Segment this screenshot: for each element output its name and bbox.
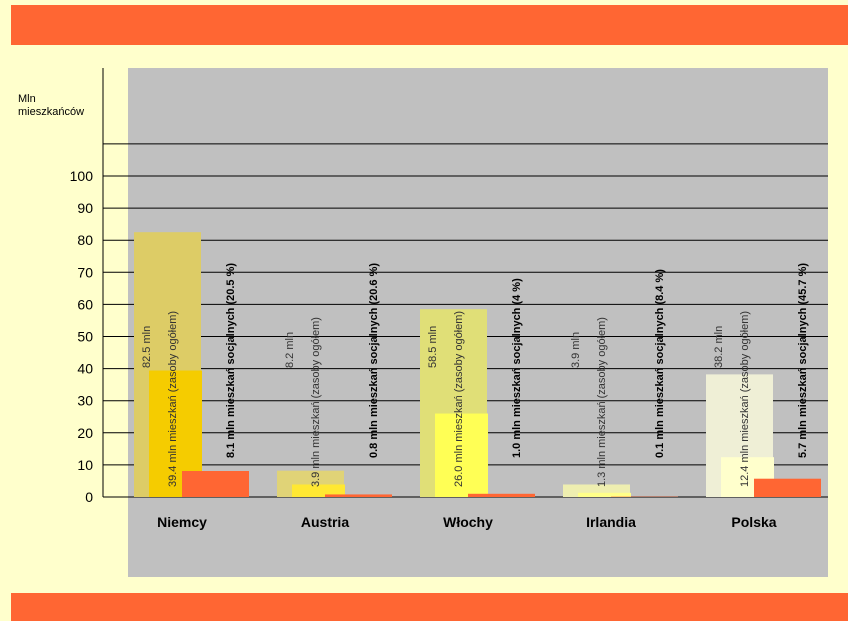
y-tick-label: 100: [70, 168, 94, 184]
bar-social-austria: [325, 494, 392, 497]
y-axis-unit-label: Mln mieszkańców: [18, 93, 85, 118]
category-label: Włochy: [443, 514, 493, 530]
data-label-social: 0.1 mln mieszkań socjalnych (8.4 %): [654, 269, 666, 458]
data-label-total: 58.5 mln: [427, 326, 439, 368]
data-label-social: 5.7 mln mieszkań socjalnych (45.7 %): [797, 263, 809, 458]
y-tick-label: 80: [77, 232, 93, 248]
y-tick-label: 40: [77, 361, 93, 377]
data-label-social: 8.1 mln mieszkań socjalnych (20.5 %): [225, 263, 237, 458]
y-tick-label: 20: [77, 425, 93, 441]
bar-dwellings-włochy: [435, 413, 488, 497]
data-label-dwellings: 39.4 mln mieszkań (zasoby ogółem): [167, 311, 179, 487]
bar-social-niemcy: [182, 470, 249, 497]
category-label: Irlandia: [586, 514, 636, 530]
category-label: Polska: [731, 514, 776, 530]
data-label-dwellings: 12.4 mln mieszkań (zasoby ogółem): [739, 311, 751, 487]
y-tick-label: 90: [77, 200, 93, 216]
top-band: [11, 5, 848, 45]
category-label: Niemcy: [157, 514, 207, 530]
y-tick-label: 70: [77, 264, 93, 280]
bar-social-polska: [754, 478, 821, 497]
category-label: Austria: [301, 514, 349, 530]
y-tick-label: 10: [77, 457, 93, 473]
data-label-social: 1.0 mln mieszkań socjalnych (4 %): [511, 278, 523, 458]
data-label-dwellings: 3.9 mln mieszkań (zasoby ogółem): [310, 317, 322, 487]
data-label-social: 0.8 mln mieszkań socjalnych (20.6 %): [368, 263, 380, 458]
bar-dwellings-austria: [292, 484, 345, 497]
y-tick-label: 50: [77, 329, 93, 345]
y-tick-label: 0: [85, 489, 93, 505]
data-label-total: 8.2 mln: [284, 332, 296, 368]
data-label-total: 82.5 mln: [141, 326, 153, 368]
data-label-dwellings: 26.0 mln mieszkań (zasoby ogółem): [453, 311, 465, 487]
y-tick-label: 30: [77, 393, 93, 409]
bar-social-włochy: [468, 493, 535, 497]
data-label-dwellings: 1.3 mln mieszkań (zasoby ogółem): [596, 317, 608, 487]
bottom-band: [11, 593, 848, 621]
y-tick-label: 60: [77, 296, 93, 312]
bar-dwellings-irlandia: [578, 492, 631, 497]
data-label-total: 3.9 mln: [570, 332, 582, 368]
data-label-total: 38.2 mln: [713, 326, 725, 368]
